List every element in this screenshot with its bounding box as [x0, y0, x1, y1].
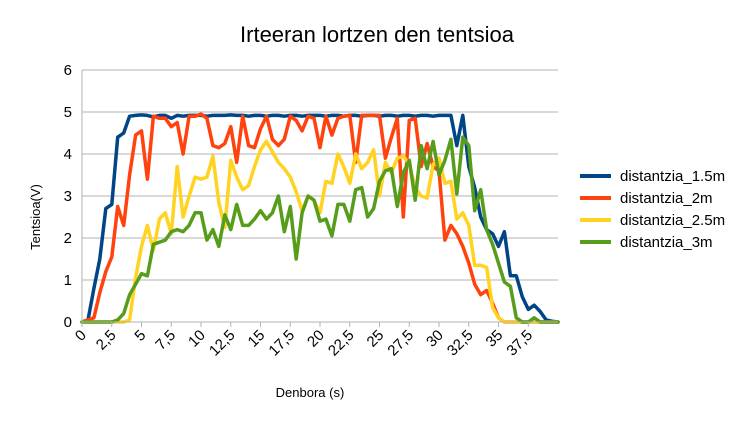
x-tick-label: 5: [131, 327, 149, 345]
y-tick-label: 4: [64, 146, 72, 163]
x-tick-label: 2,5: [93, 327, 120, 354]
series-line-distantzia-3m: [80, 135, 560, 324]
x-tick-label: 7,5: [152, 327, 179, 354]
series-line-distantzia-2-5m: [80, 139, 560, 324]
gridlines: [82, 69, 558, 323]
y-tick-label: 2: [64, 230, 72, 247]
y-axis-label: Tentsioa(V): [28, 184, 43, 250]
x-axis-label: Denbora (s): [276, 385, 345, 400]
y-tick-labels: 0 1 2 3 4 5 6: [64, 62, 72, 331]
y-tick-label: 0: [64, 314, 72, 331]
x-tick-label: 37,5: [503, 327, 536, 360]
series-line-distantzia-1-5m: [80, 113, 560, 324]
y-tick-label: 3: [64, 188, 72, 205]
y-tick-label: 1: [64, 272, 72, 289]
axes: [81, 70, 558, 327]
chart-title: Irteeran lortzen den tentsioa: [240, 22, 515, 47]
series-line-distantzia-2m: [80, 112, 560, 324]
legend-label: distantzia_2.5m: [620, 212, 725, 229]
legend-label: distantzia_2m: [620, 190, 713, 207]
x-tick-label: 17,5: [265, 327, 298, 360]
legend-label: distantzia_1.5m: [620, 168, 725, 185]
y-tick-label: 6: [64, 62, 72, 79]
legend: distantzia_1.5m distantzia_2m distantzia_2…: [580, 168, 725, 251]
x-tick-label: 22,5: [325, 327, 358, 360]
y-tick-label: 5: [64, 104, 72, 121]
x-tick-label: 27,5: [384, 327, 417, 360]
x-tick-label: 12,5: [206, 327, 239, 360]
series-lines: [80, 112, 560, 324]
x-tick-label: 0: [72, 327, 90, 345]
x-tick-label: 32,5: [444, 327, 477, 360]
legend-label: distantzia_3m: [620, 234, 713, 251]
